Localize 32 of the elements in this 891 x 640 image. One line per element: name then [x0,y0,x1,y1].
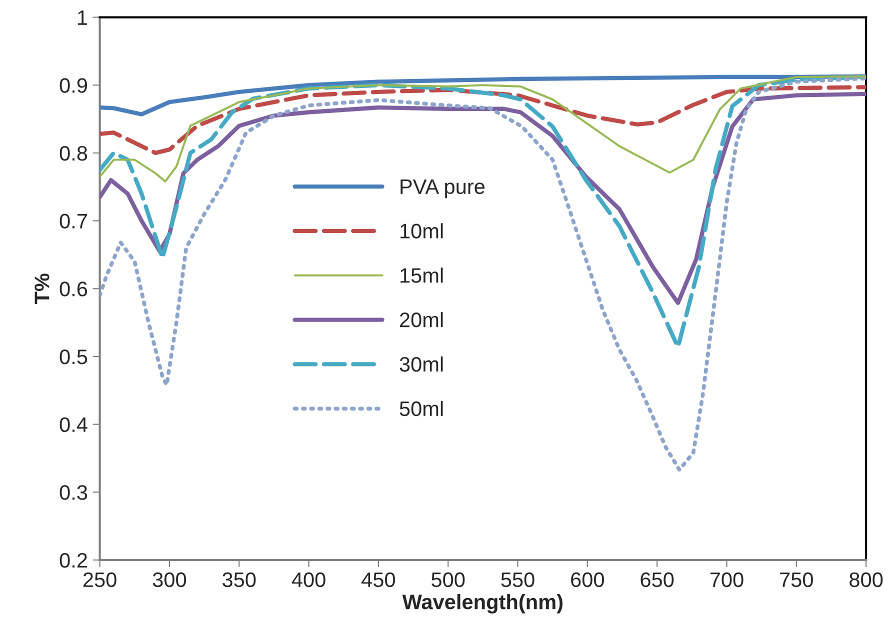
x-tick-label: 350 [222,572,256,588]
y-tick-label: 1 [78,10,87,25]
line-series [100,85,866,156]
y-axis-title: T% [34,274,50,304]
x-tick-label: 750 [780,572,813,588]
x-tick-label: 500 [432,572,465,588]
y-tick-label: 0.7 [60,214,87,229]
legend-label: PVA pure [400,180,485,198]
line-series [100,76,866,472]
x-tick-label: 400 [292,572,326,588]
y-tick-label: 0.8 [60,146,88,161]
y-tick-label: 0.5 [60,349,88,364]
legend-label: 30ml [400,356,443,372]
y-tick-label: 0.9 [60,78,87,93]
y-tick-label: 0.3 [60,485,88,500]
x-tick-label: 650 [640,572,674,588]
legend-label: 15ml [400,268,443,283]
x-tick-label: 600 [571,572,604,588]
y-tick-label: 0.2 [60,553,87,568]
x-axis-title: Wavelength(nm) [402,594,563,614]
x-tick-label: 700 [710,572,744,588]
x-tick-label: 450 [362,572,395,588]
legend-label: 10ml [400,223,443,238]
legend-label: 50ml [400,400,443,416]
x-tick-label: 550 [501,572,534,588]
legend-label: 20ml [400,312,443,328]
y-tick-label: 0.6 [60,282,88,296]
x-tick-label: 250 [83,572,116,588]
line-series [100,74,866,116]
x-tick-label: 800 [850,572,883,588]
x-tick-label: 300 [152,572,186,588]
y-tick-label: 0.4 [60,417,88,432]
